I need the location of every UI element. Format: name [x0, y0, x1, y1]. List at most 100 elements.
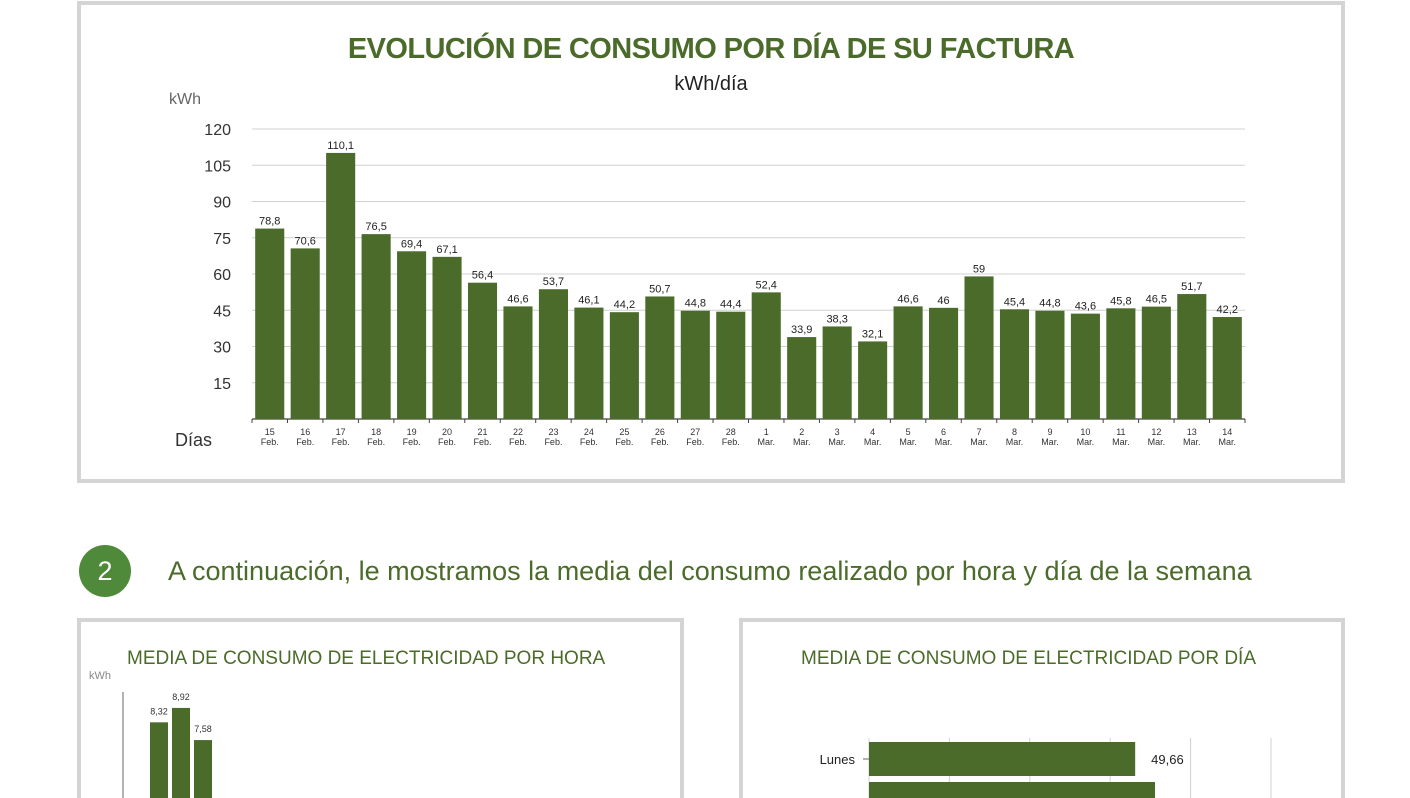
bar [609, 312, 639, 419]
bar [397, 251, 427, 419]
x-tick-label-month: Mar. [757, 437, 775, 447]
x-tick-label-day: 20 [442, 427, 452, 437]
bar [1106, 308, 1136, 419]
hourly-chart-title: MEDIA DE CONSUMO DE ELECTRICIDAD POR HOR… [127, 648, 606, 669]
y-tick-label: 90 [213, 195, 231, 212]
bar [964, 276, 994, 419]
x-tick-label-day: 14 [1222, 427, 1232, 437]
x-tick-label-month: Mar. [1148, 437, 1166, 447]
bar-value-label: 44,4 [720, 299, 741, 311]
bar-value-label: 43,6 [1075, 301, 1096, 313]
y-tick-label: 105 [204, 158, 231, 175]
x-tick-label-month: Feb. [261, 437, 279, 447]
bar-value-label: 44,8 [1039, 298, 1060, 310]
x-tick-label-day: 25 [619, 427, 629, 437]
x-tick-label-day: 26 [655, 427, 665, 437]
bar-value-label: 44,8 [685, 298, 706, 310]
bar [361, 234, 391, 419]
x-tick-label-month: Feb. [296, 437, 314, 447]
x-tick-label-day: 15 [265, 427, 275, 437]
x-tick-label-day: 28 [726, 427, 736, 437]
chart-subtitle: kWh/día [674, 73, 748, 95]
x-tick-label-month: Mar. [828, 437, 846, 447]
x-tick-label-month: Feb. [403, 437, 421, 447]
bar [290, 248, 320, 419]
x-tick-label-day: 23 [548, 427, 558, 437]
hourly-consumption-chart: 8,32 8,92 7,58 [122, 692, 212, 798]
bar [869, 742, 1136, 776]
y-tick-label: 30 [213, 340, 231, 357]
category-label: Lunes [820, 752, 856, 767]
x-tick-label-month: Feb. [722, 437, 740, 447]
x-tick-label-day: 17 [336, 427, 346, 437]
bar-value-label: 51,7 [1181, 281, 1202, 293]
weekday-chart-title: MEDIA DE CONSUMO DE ELECTRICIDAD POR DÍA [801, 648, 1257, 669]
x-tick-label-month: Mar. [970, 437, 988, 447]
bar-value-label: 110,1 [327, 140, 354, 152]
bar [1035, 310, 1065, 419]
bar-value-label: 50,7 [649, 283, 670, 295]
y-tick-label: 120 [204, 122, 231, 139]
x-axis-title: Días [175, 430, 213, 450]
bar [1177, 294, 1207, 419]
x-tick-label-month: Mar. [1077, 437, 1095, 447]
x-tick-label-day: 16 [300, 427, 310, 437]
x-tick-label-month: Mar. [1219, 437, 1237, 447]
bar [716, 311, 746, 419]
daily-consumption-chart-panel: EVOLUCIÓN DE CONSUMO POR DÍA DE SU FACTU… [77, 1, 1345, 483]
x-tick-label-day: 13 [1187, 427, 1197, 437]
x-tick-label-day: 6 [941, 427, 946, 437]
bar [680, 310, 710, 419]
bar [326, 152, 356, 420]
x-tick-label-month: Feb. [580, 437, 598, 447]
bar [893, 306, 923, 419]
x-tick-label-month: Mar. [1112, 437, 1130, 447]
x-tick-label-month: Feb. [651, 437, 669, 447]
x-tick-label-month: Mar. [1183, 437, 1201, 447]
x-tick-label-month: Mar. [899, 437, 917, 447]
y-tick-label: 60 [213, 267, 231, 284]
bar-value-label: 67,1 [436, 244, 457, 256]
x-tick-label-month: Feb. [332, 437, 350, 447]
bar [1212, 317, 1242, 419]
hourly-consumption-chart-panel: MEDIA DE CONSUMO DE ELECTRICIDAD POR HOR… [77, 618, 684, 798]
y-tick-label: 75 [213, 231, 231, 248]
x-tick-label-month: Feb. [509, 437, 527, 447]
daily-consumption-chart: 15304560759010512078,815Feb.70,616Feb.11… [204, 122, 1246, 447]
x-tick-label-month: Mar. [935, 437, 953, 447]
section-number-badge: 2 [79, 545, 131, 597]
x-tick-label-day: 21 [478, 427, 488, 437]
y-tick-label: 45 [213, 303, 231, 320]
bar-value-label: 69,4 [401, 238, 422, 250]
x-tick-label-day: 7 [977, 427, 982, 437]
x-tick-label-day: 9 [1047, 427, 1052, 437]
x-tick-label-day: 3 [835, 427, 840, 437]
bar-value-label: 46,1 [578, 295, 599, 307]
bar-value-label: 33,9 [791, 324, 812, 336]
bar-value-label: 8,92 [172, 692, 190, 702]
weekday-consumption-chart-panel: MEDIA DE CONSUMO DE ELECTRICIDAD POR DÍA… [739, 618, 1345, 798]
bar-value-label: 7,58 [194, 724, 212, 734]
chart-title: EVOLUCIÓN DE CONSUMO POR DÍA DE SU FACTU… [347, 33, 1075, 65]
bar [1070, 313, 1100, 419]
bar [172, 707, 190, 798]
x-tick-label-month: Feb. [615, 437, 633, 447]
x-tick-label-day: 10 [1080, 427, 1090, 437]
bar-value-label: 46,5 [1146, 294, 1167, 306]
x-tick-label-month: Feb. [544, 437, 562, 447]
bar [432, 256, 462, 419]
x-tick-label-month: Feb. [474, 437, 492, 447]
section-heading: A continuación, le mostramos la media de… [168, 556, 1252, 586]
bar [538, 289, 568, 419]
bar-value-label: 45,8 [1110, 295, 1131, 307]
bar-value-label: 46,6 [897, 293, 918, 305]
bar-value-label: 70,6 [294, 235, 315, 247]
bar [858, 341, 888, 419]
bar-value-label: 53,7 [543, 276, 564, 288]
bar-value-label: 32,1 [862, 328, 883, 340]
x-tick-label-day: 5 [906, 427, 911, 437]
x-tick-label-day: 2 [799, 427, 804, 437]
bar [574, 307, 604, 419]
bar-value-label: 56,4 [472, 270, 493, 282]
bar [822, 326, 852, 419]
